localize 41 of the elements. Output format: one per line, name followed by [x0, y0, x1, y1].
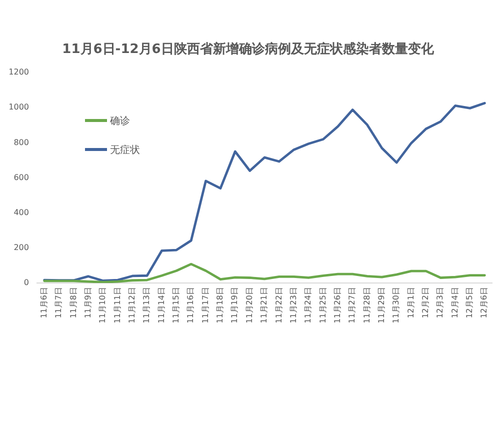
x-tick-label: 12月1日: [406, 287, 416, 318]
x-tick-label: 12月5日: [465, 287, 474, 318]
x-tick-label: 11月19日: [230, 287, 240, 324]
x-tick-label: 11月23日: [288, 287, 298, 324]
x-tick-label: 11月18日: [216, 287, 225, 324]
x-tick-label: 11月27日: [348, 287, 357, 324]
x-tick-label: 11月16日: [186, 287, 196, 324]
x-tick-label: 12月6日: [480, 287, 489, 318]
x-tick-label: 11月12日: [127, 287, 136, 324]
chart-title: 11月6日-12月6日陕西省新增确诊病例及无症状感染者数量变化: [62, 41, 435, 58]
x-tick-label: 11月7日: [54, 287, 64, 318]
x-tick-label: 12月4日: [450, 287, 460, 318]
legend-label: 无症状: [110, 144, 140, 157]
x-tick-label: 11月9日: [83, 287, 92, 318]
x-tick-label: 11月15日: [172, 287, 181, 324]
x-tick-label: 11月20日: [244, 287, 254, 324]
x-tick-label: 11月29日: [376, 287, 386, 324]
y-tick-label: 800: [14, 138, 29, 147]
x-tick-label: 11月11日: [112, 287, 122, 324]
x-tick-label: 11月14日: [156, 287, 166, 324]
legend-label: 确诊: [110, 114, 130, 128]
x-tick-label: 11月6日: [39, 287, 48, 318]
y-tick-label: 200: [14, 243, 29, 252]
x-tick-label: 11月17日: [200, 287, 210, 324]
x-tick-label: 11月10日: [98, 287, 108, 324]
x-tick-label: 11月21日: [260, 287, 269, 324]
y-tick-label: 0: [24, 278, 29, 288]
y-tick-label: 400: [14, 208, 29, 217]
x-tick-label: 11月25日: [318, 287, 328, 324]
x-tick-label: 11月28日: [362, 287, 372, 324]
x-tick-label: 11月13日: [142, 287, 152, 324]
y-tick-label: 1000: [8, 102, 29, 112]
x-tick-label: 11月24日: [304, 287, 313, 324]
x-tick-label: 12月2日: [421, 287, 430, 318]
y-tick-label: 1200: [8, 68, 29, 77]
x-tick-label: 11月8日: [68, 287, 78, 318]
y-tick-label: 600: [14, 172, 29, 182]
x-tick-label: 11月30日: [392, 287, 401, 324]
x-tick-label: 11月22日: [274, 287, 284, 324]
x-tick-label: 12月3日: [436, 287, 445, 318]
x-tick-label: 11月26日: [332, 287, 342, 324]
